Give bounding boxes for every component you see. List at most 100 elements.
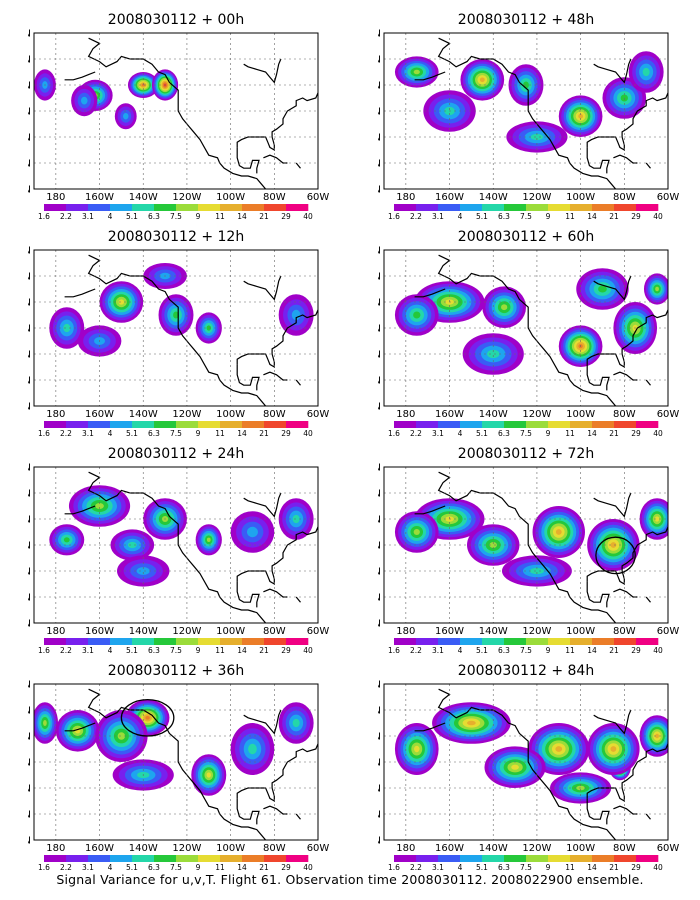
variance-contour <box>555 746 563 752</box>
map-svg: 2008030112 + 84h 10N 20N 30N 40N 50N 60N 70N 180… <box>378 663 679 872</box>
colorbar-label: 1.6 <box>388 863 400 872</box>
x-tick-label: 160W <box>435 409 464 420</box>
colorbar-label: 6.3 <box>148 429 160 438</box>
colorbar-label: 5.1 <box>476 429 488 438</box>
colorbar-swatch <box>394 204 417 211</box>
colorbar-swatch <box>416 204 439 211</box>
coastline <box>236 798 260 825</box>
variance-contour <box>598 285 607 293</box>
coastline <box>593 492 632 518</box>
colorbar-label: 2.2 <box>410 212 422 221</box>
map-panel: 2008030112 + 84h 10N 20N 30N 40N 50N 60N 70N 180… <box>378 659 700 874</box>
colorbar-swatch <box>198 421 221 428</box>
colorbar-swatch <box>636 204 659 211</box>
colorbar-swatch <box>220 421 243 428</box>
colorbar-label: 7.5 <box>520 646 532 655</box>
variance-contour <box>292 514 300 524</box>
variance-contour <box>206 772 211 778</box>
x-tick-label: 100W <box>566 843 595 854</box>
colorbar-swatch <box>286 855 309 862</box>
variance-contour <box>487 349 500 359</box>
colorbar-label: 4 <box>458 646 463 655</box>
colorbar-swatch <box>132 855 155 862</box>
panel-title: 2008030112 + 72h <box>458 446 594 462</box>
colorbar-label: 9 <box>196 429 201 438</box>
colorbar-label: 40 <box>303 863 313 872</box>
colorbar-label: 2.2 <box>60 646 72 655</box>
y-tick-label: 30N <box>378 784 381 795</box>
variance-contour <box>501 304 508 311</box>
colorbar-label: 7.5 <box>170 646 182 655</box>
colorbar-swatch <box>482 855 505 862</box>
y-tick-label: 70N <box>28 246 31 257</box>
coastline <box>236 92 318 152</box>
colorbar-label: 14 <box>587 429 597 438</box>
x-tick-label: 180 <box>46 409 65 420</box>
colorbar-label: 6.3 <box>498 429 510 438</box>
colorbar-swatch <box>570 638 593 645</box>
field-layer <box>384 250 668 406</box>
map-panel: 2008030112 + 00h 10N 20N 30N 40N 50N 60N 70N 180… <box>28 8 358 223</box>
coastline <box>236 147 260 174</box>
colorbar-label: 2.2 <box>410 429 422 438</box>
colorbar-label: 14 <box>237 212 247 221</box>
coastline <box>414 71 446 81</box>
colorbar-label: 11 <box>215 429 225 438</box>
colorbar-swatch <box>44 421 67 428</box>
panel-title: 2008030112 + 00h <box>108 12 244 28</box>
variance-contour <box>118 299 125 305</box>
colorbar-swatch <box>614 204 637 211</box>
colorbar-label: 40 <box>303 646 313 655</box>
colorbar-label: 5.1 <box>476 646 488 655</box>
variance-contour <box>173 311 179 319</box>
colorbar-swatch <box>548 638 571 645</box>
x-tick-label: 160W <box>85 843 114 854</box>
x-tick-label: 60W <box>657 409 680 420</box>
colorbar-label: 21 <box>259 863 269 872</box>
x-tick-label: 140W <box>479 192 508 203</box>
colorbar-swatch <box>88 855 111 862</box>
coastline <box>87 471 267 623</box>
colorbar-label: 3.1 <box>432 212 444 221</box>
y-tick-label: 40N <box>28 324 31 335</box>
panel-title: 2008030112 + 12h <box>108 229 244 245</box>
colorbar-swatch <box>264 421 287 428</box>
coastline <box>645 596 651 603</box>
colorbar-label: 29 <box>631 429 641 438</box>
colorbar-swatch <box>438 855 461 862</box>
x-tick-label: 120W <box>172 843 201 854</box>
colorbar-label: 29 <box>281 863 291 872</box>
coastline <box>64 71 96 81</box>
coastline <box>586 147 610 174</box>
map-panel: 2008030112 + 12h 10N 20N 30N 40N 50N 60N 70N 180… <box>28 225 358 440</box>
colorbar-label: 14 <box>587 646 597 655</box>
x-tick-label: 60W <box>657 626 680 637</box>
colorbar-label: 40 <box>303 212 313 221</box>
colorbar-swatch <box>132 638 155 645</box>
coastline <box>586 581 610 608</box>
y-tick-label: 20N <box>378 159 381 170</box>
colorbar-label: 21 <box>259 646 269 655</box>
variance-contour <box>413 69 420 75</box>
figure-caption: Signal Variance for u,v,T. Flight 61. Ob… <box>56 872 644 887</box>
y-tick-label: 10N <box>28 836 31 847</box>
variance-contour <box>80 96 88 105</box>
colorbar-swatch <box>44 855 67 862</box>
x-tick-label: 120W <box>522 843 551 854</box>
colorbar-swatch <box>460 421 483 428</box>
colorbar-swatch <box>110 204 133 211</box>
y-tick-label: 40N <box>378 541 381 552</box>
colorbar-swatch <box>44 638 67 645</box>
colorbar-swatch <box>44 204 67 211</box>
colorbar-swatch <box>614 421 637 428</box>
variance-contour <box>642 67 650 77</box>
x-tick-label: 160W <box>85 626 114 637</box>
coastline <box>437 37 617 189</box>
x-tick-label: 160W <box>435 843 464 854</box>
colorbar-label: 2.2 <box>410 863 422 872</box>
variance-contour <box>489 542 497 548</box>
colorbar-swatch <box>154 204 177 211</box>
colorbar-swatch <box>394 421 417 428</box>
colorbar-swatch <box>176 204 199 211</box>
colorbar-label: 40 <box>653 429 663 438</box>
